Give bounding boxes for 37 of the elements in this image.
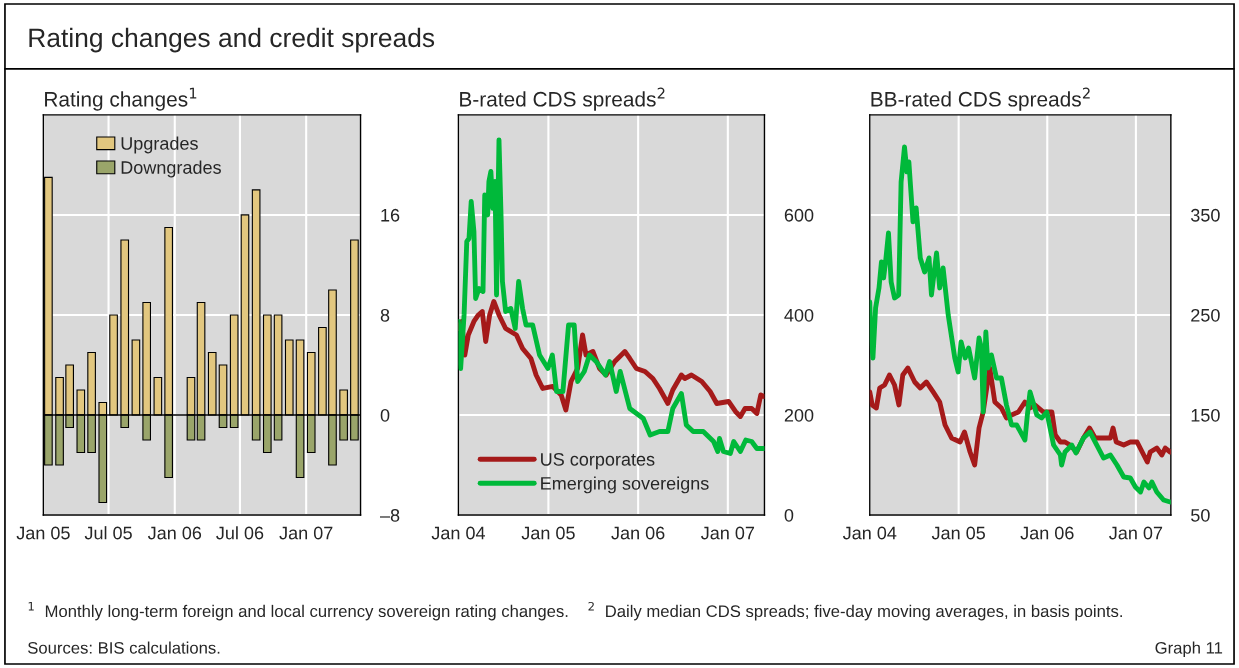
text: Rating changes and credit spreads [29, 27, 435, 53]
legend-label: Downgrades [121, 160, 221, 178]
y-tick-label: 600 [784, 208, 814, 222]
chart-title: Rating changes$^{1}$ [45, 87, 197, 111]
chart-title: BB-rated CDS spreads$^{2}$ [871, 87, 1090, 111]
y-tick-label: 16 [381, 208, 400, 222]
x-tick-label: Jan 05 [521, 526, 575, 540]
x-tick-label: Jul 06 [216, 526, 264, 540]
y-tick-label: 350 [1190, 208, 1220, 222]
y-tick-label: 50 [1191, 508, 1210, 522]
x-tick-label: Jan 06 [1020, 526, 1074, 540]
line-series [869, 144, 1171, 505]
x-tick-label: Jan 04 [431, 526, 486, 540]
x-tick-label: Jan 06 [147, 526, 202, 540]
x-tick-label: Jan 07 [279, 526, 333, 540]
x-tick-label: Jan 07 [701, 526, 755, 540]
y-tick-label: 0 [784, 508, 794, 522]
y-tick-label: 150 [1191, 408, 1220, 422]
caption: Graph 11 [1155, 641, 1223, 658]
x-tick-label: Jul 05 [84, 526, 132, 540]
x-tick-label: Jan 05 [16, 526, 70, 540]
y-tick-label: 250 [1191, 308, 1220, 322]
source-note: Sources: BIS calculations. [28, 641, 220, 654]
chart-title: B-rated CDS spreads$^{2}$ [460, 87, 665, 111]
y-tick-label: 200 [784, 408, 814, 422]
text: $^{1}$ Monthly long-term foreign and local currency sovereign rating changes. $^{2}$ Daily median CDS spreads; five-day moving averages, in basis points. [28, 601, 1122, 621]
x-tick-label: Jan 07 [1109, 526, 1163, 540]
legend-label: Upgrades [121, 136, 198, 154]
x-tick-label: Jan 06 [611, 526, 665, 540]
y-tick-label: 8 [380, 308, 390, 322]
x-tick-label: Jan 05 [931, 526, 985, 540]
x-tick-label: Jan 04 [842, 526, 897, 540]
y-tick-label: –8 [379, 508, 400, 522]
legend-label: Emerging sovereigns [541, 476, 709, 494]
y-tick-label: 400 [784, 308, 814, 322]
y-tick-label: 0 [380, 408, 390, 422]
legend-label: US corporates [541, 452, 655, 470]
